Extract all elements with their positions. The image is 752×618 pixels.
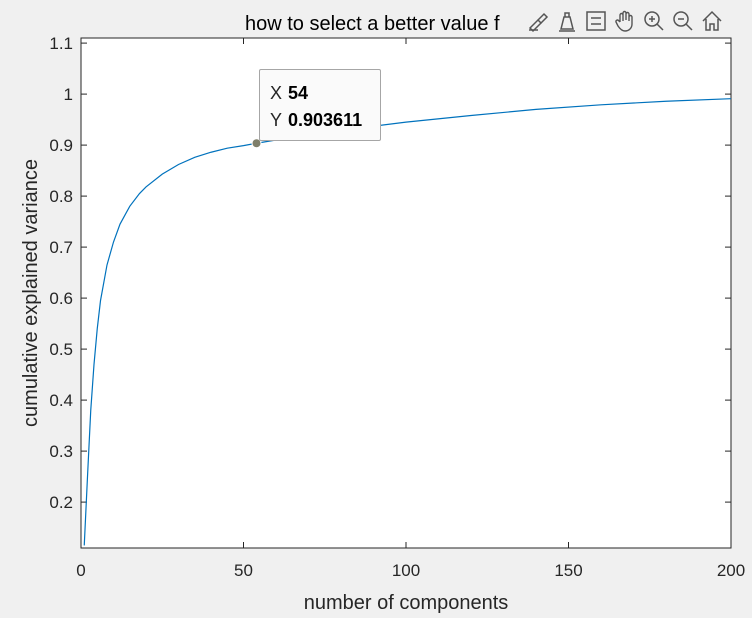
pan-button[interactable] bbox=[611, 7, 638, 35]
x-tick-label: 150 bbox=[554, 561, 582, 580]
zoom-in-icon bbox=[643, 11, 664, 31]
zoom-out-icon bbox=[672, 11, 693, 31]
legend-icon bbox=[585, 11, 606, 31]
zoom-in-button[interactable] bbox=[640, 7, 667, 35]
y-tick-label: 0.4 bbox=[49, 391, 73, 410]
axes-background[interactable] bbox=[80, 37, 732, 549]
datatip-box[interactable]: X 54 Y 0.903611 bbox=[259, 69, 381, 141]
data-tip-icon bbox=[558, 12, 575, 32]
series-line-cumulative-variance[interactable] bbox=[83, 98, 732, 546]
legend-button[interactable] bbox=[582, 7, 609, 35]
datatip-x-value: 54 bbox=[288, 83, 309, 103]
datatip-y-row: Y 0.903611 bbox=[270, 107, 370, 134]
home-button[interactable] bbox=[698, 7, 725, 35]
y-tick-label: 0.8 bbox=[49, 187, 73, 206]
y-tick-label: 1.1 bbox=[49, 34, 73, 53]
datatip-x-label: X bbox=[270, 83, 283, 103]
axes-toolbar bbox=[522, 6, 727, 36]
chart-title: how to select a better value f bbox=[245, 13, 500, 35]
ticks-layer bbox=[80, 38, 732, 548]
zoom-out-button[interactable] bbox=[669, 7, 696, 35]
y-tick-label: 0.5 bbox=[49, 340, 73, 359]
y-tick-label: 0.7 bbox=[49, 238, 73, 257]
x-tick-label: 0 bbox=[76, 561, 85, 580]
datatip-x-row: X 54 bbox=[270, 80, 370, 107]
datatip-y-label: Y bbox=[270, 110, 283, 130]
y-tick-label: 0.2 bbox=[49, 493, 73, 512]
x-tick-label: 100 bbox=[392, 561, 420, 580]
brush-data-button[interactable] bbox=[524, 7, 551, 35]
pan-hand-icon bbox=[614, 10, 633, 32]
y-tick-label: 0.6 bbox=[49, 289, 73, 308]
datatip-marker[interactable] bbox=[251, 138, 262, 149]
x-axis-label: number of components bbox=[304, 592, 509, 614]
y-tick-label: 0.3 bbox=[49, 442, 73, 461]
brush-data-icon bbox=[528, 12, 548, 33]
y-tick-label: 1 bbox=[64, 85, 73, 104]
datatip-y-value: 0.903611 bbox=[288, 110, 363, 130]
tick-labels-layer: 0 50 100 150 200 0.2 0.3 0.4 0.5 0.6 0.7 0.8 0.9 1 1.1 bbox=[49, 34, 745, 580]
y-tick-label: 0.9 bbox=[49, 136, 73, 155]
home-icon bbox=[701, 10, 722, 31]
data-tip-button[interactable] bbox=[553, 7, 580, 35]
x-tick-label: 50 bbox=[234, 561, 253, 580]
y-axis-label: cumulative explained variance bbox=[20, 159, 42, 427]
x-tick-label: 200 bbox=[717, 561, 745, 580]
